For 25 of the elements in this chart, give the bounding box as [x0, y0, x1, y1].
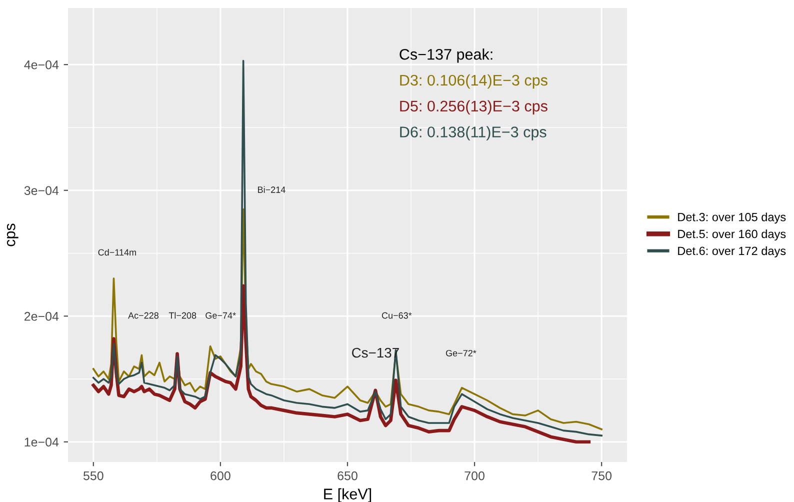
annotation: Ac−228 — [128, 312, 159, 319]
legend-label: Det.5: over 160 days — [678, 229, 786, 240]
x-tick-label: 700 — [464, 471, 484, 480]
legend-label: Det.3: over 105 days — [678, 212, 786, 224]
y-axis-title: cps — [6, 224, 18, 246]
y-tick-label: 1e−04 — [24, 438, 59, 447]
y-tick-label: 3e−04 — [24, 186, 59, 196]
annotation: D6: 0.138(11)E−3 cps — [400, 126, 546, 140]
annotation: Tl−208 — [168, 312, 196, 319]
annotation: D3: 0.106(14)E−3 cps — [400, 74, 548, 89]
x-tick-label: 750 — [592, 471, 612, 480]
x-tick-label: 550 — [83, 471, 104, 480]
annotation: Ge−72* — [446, 350, 476, 356]
x-axis-title: E [keV] — [324, 488, 372, 502]
annotation: Cs−137 peak: — [400, 48, 492, 63]
annotation: Bi−214 — [258, 186, 286, 193]
annotation: Cd−114m — [98, 248, 136, 256]
annotation: D5: 0.256(13)E−3 cps — [400, 100, 548, 115]
legend-label: Det.6: over 172 days — [678, 246, 786, 258]
x-tick-label: 650 — [338, 471, 358, 480]
x-tick-label: 600 — [210, 471, 230, 480]
annotation: Cu−63* — [382, 312, 412, 319]
annotation: Ge−74* — [206, 312, 236, 319]
y-tick-label: 2e−04 — [24, 312, 59, 321]
y-tick-label: 4e−04 — [24, 60, 59, 70]
